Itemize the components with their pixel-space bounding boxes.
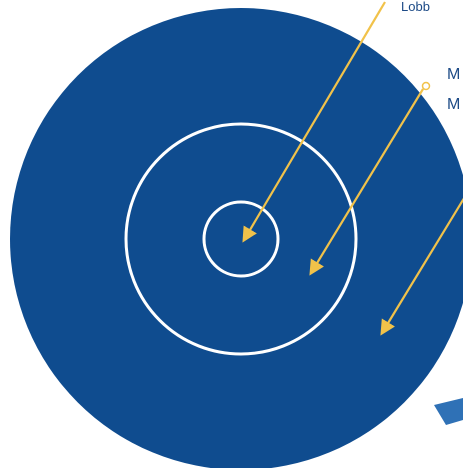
outer-circle xyxy=(10,8,463,468)
label-middle-1: M xyxy=(447,66,461,83)
arrow-to-middle-ring xyxy=(309,88,424,276)
blue-chevron-shape xyxy=(434,398,463,425)
middle-ring xyxy=(124,122,358,356)
arrow-origin-dot xyxy=(421,81,431,91)
arrow-to-outer-ring xyxy=(380,197,463,336)
arrow-to-center xyxy=(242,1,386,243)
label-top: Lobb xyxy=(401,0,430,14)
inner-ring xyxy=(202,200,280,278)
label-middle-2: M xyxy=(447,96,461,113)
